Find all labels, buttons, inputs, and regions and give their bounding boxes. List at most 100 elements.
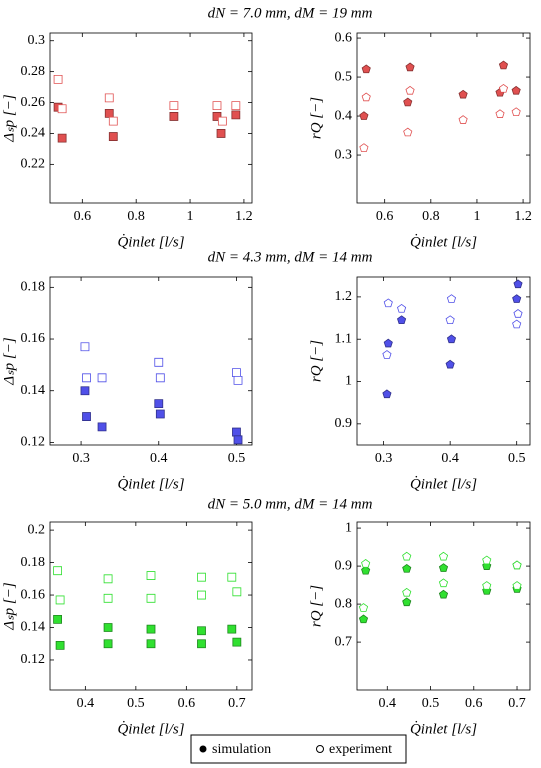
point — [458, 115, 468, 124]
x-tick-label: 0.4 — [441, 451, 459, 466]
legend-label: simulation — [212, 742, 271, 757]
point — [231, 101, 241, 111]
point — [103, 574, 113, 584]
point — [402, 551, 412, 561]
legend: simulation experiment — [190, 734, 407, 764]
point — [212, 101, 222, 111]
point — [446, 294, 457, 303]
y-tick-label: 0.12 — [21, 435, 46, 450]
plot-frame — [356, 521, 531, 691]
y-tick-label: 1.1 — [335, 331, 353, 346]
y-tick-label: 0.2 — [28, 522, 46, 537]
y-axis-label: rQ [−] — [308, 340, 324, 382]
point — [197, 626, 206, 636]
point — [359, 111, 369, 120]
y-axis-label: Δₛp [−] — [1, 94, 17, 143]
point — [445, 359, 455, 369]
point — [155, 409, 165, 419]
point — [227, 624, 237, 634]
x-tick-label: 1.2 — [235, 209, 253, 224]
point — [402, 563, 412, 573]
point — [82, 373, 91, 383]
point — [55, 640, 65, 650]
point — [154, 399, 164, 409]
point — [383, 298, 393, 308]
plot-frame — [49, 32, 253, 204]
point — [146, 624, 156, 634]
y-tick-label: 0.12 — [21, 652, 46, 667]
point — [512, 319, 522, 329]
point — [361, 559, 371, 568]
y-tick-label: 0.9 — [335, 416, 353, 431]
y-tick-label: 0.3 — [28, 33, 46, 48]
point — [103, 639, 113, 649]
point — [438, 589, 449, 599]
point — [405, 62, 415, 72]
y-axis-label: rQ [−] — [308, 585, 324, 627]
y-tick-label: 0.14 — [21, 620, 46, 635]
x-tick-label: 0.3 — [375, 451, 393, 466]
point — [57, 104, 67, 114]
y-tick-label: 0.22 — [21, 157, 46, 172]
x-tick-label: 0.3 — [72, 451, 90, 466]
point — [361, 64, 371, 74]
point — [397, 315, 407, 325]
x-tick-label: 0.5 — [508, 451, 526, 466]
y-tick-label: 0.4 — [335, 108, 353, 123]
point — [231, 110, 241, 120]
x-tick-label: 1 — [473, 209, 480, 224]
point — [232, 637, 242, 647]
point — [80, 342, 90, 352]
y-tick-label: 0.28 — [21, 64, 46, 79]
point — [402, 587, 412, 597]
y-tick-label: 0.24 — [21, 126, 46, 141]
x-tick-label: 0.8 — [127, 209, 145, 224]
x-axis-label: Q̇inlet [l/s] — [117, 721, 184, 737]
x-axis-label: Q̇inlet [l/s] — [117, 234, 184, 250]
point — [97, 422, 107, 432]
point — [512, 294, 522, 303]
point — [97, 373, 107, 383]
point — [169, 112, 179, 121]
point — [227, 572, 237, 582]
point — [482, 555, 492, 565]
chart-title: dN = 7.0 mm, dM = 19 mm — [208, 5, 373, 21]
x-tick-label: 0.5 — [228, 451, 246, 466]
point — [512, 560, 522, 570]
x-tick-label: 0.6 — [74, 209, 92, 224]
point — [197, 572, 206, 582]
point — [146, 639, 156, 649]
point — [513, 279, 523, 289]
point — [146, 593, 156, 603]
legend-marker — [316, 745, 324, 753]
point — [403, 127, 413, 137]
point — [233, 375, 243, 385]
x-tick-label: 0.4 — [77, 696, 95, 711]
x-axis-label: Q̇inlet [l/s] — [410, 476, 477, 492]
point — [358, 603, 369, 612]
point — [197, 590, 206, 600]
point — [482, 581, 492, 590]
point — [402, 597, 412, 607]
point — [55, 595, 65, 605]
y-tick-label: 0.14 — [21, 383, 46, 398]
point — [498, 83, 509, 93]
point — [103, 593, 113, 603]
point — [403, 97, 413, 107]
point — [511, 107, 521, 117]
x-tick-label: 0.6 — [178, 696, 196, 711]
point — [169, 101, 179, 111]
x-axis-label: Q̇inlet [l/s] — [117, 476, 184, 492]
x-tick-label: 0.5 — [127, 696, 145, 711]
plot-frame — [356, 276, 531, 446]
point — [108, 132, 118, 141]
point — [359, 143, 369, 152]
point — [511, 85, 521, 95]
point — [232, 427, 241, 437]
point — [405, 85, 415, 95]
point — [82, 412, 91, 421]
point — [108, 116, 118, 126]
x-tick-label: 0.4 — [150, 451, 168, 466]
x-tick-label: 0.5 — [422, 696, 440, 711]
point — [397, 303, 407, 313]
